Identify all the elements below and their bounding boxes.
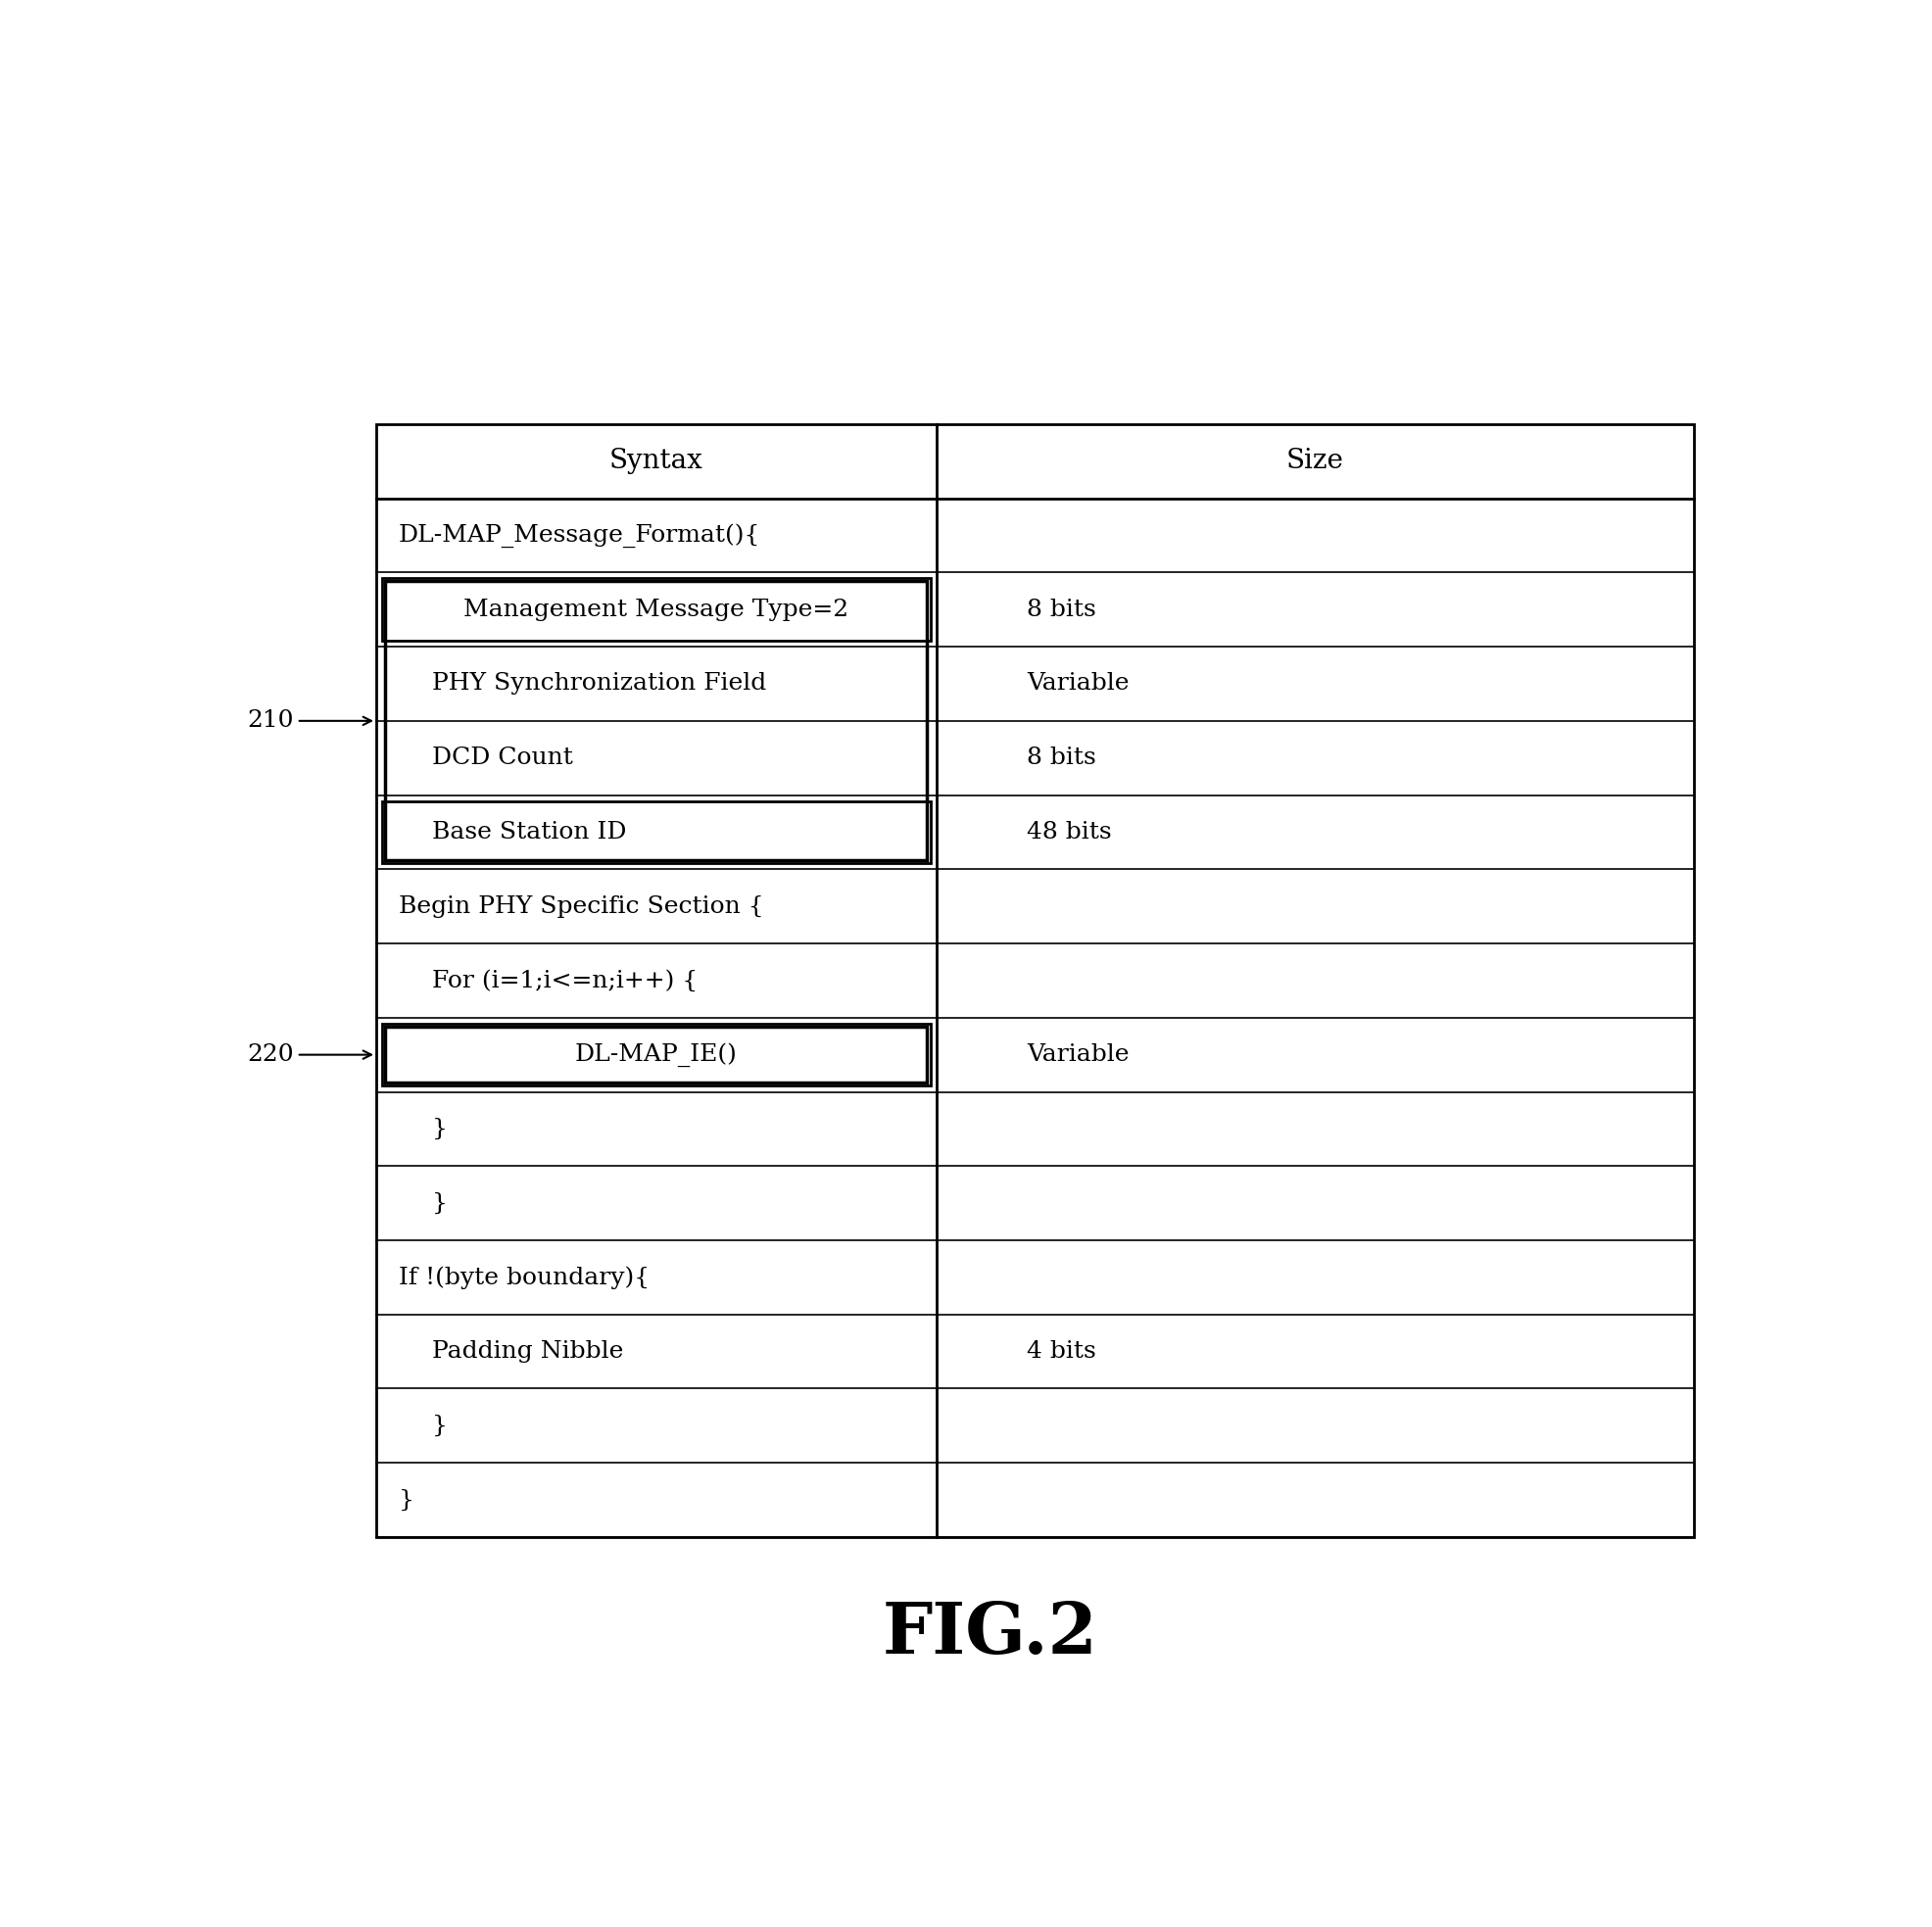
Text: Size: Size — [1287, 447, 1345, 474]
Text: }: } — [431, 1193, 448, 1214]
Text: 8 bits: 8 bits — [1028, 599, 1097, 620]
Text: 48 bits: 48 bits — [1028, 821, 1113, 844]
Text: 8 bits: 8 bits — [1028, 748, 1097, 769]
Text: Base Station ID: Base Station ID — [431, 821, 626, 844]
Bar — [383, 1023, 931, 1087]
Text: }: } — [431, 1118, 448, 1141]
Text: }: } — [431, 1414, 448, 1438]
Text: Padding Nibble: Padding Nibble — [431, 1341, 622, 1362]
Text: Management Message Type=2: Management Message Type=2 — [464, 599, 848, 620]
Bar — [377, 424, 1694, 1538]
Text: 220: 220 — [247, 1044, 371, 1066]
Text: 210: 210 — [247, 709, 371, 732]
Text: DL-MAP_Message_Format(){: DL-MAP_Message_Format(){ — [398, 524, 761, 547]
Text: FIG.2: FIG.2 — [883, 1599, 1097, 1669]
Text: If !(byte boundary){: If !(byte boundary){ — [398, 1266, 649, 1289]
Text: DCD Count: DCD Count — [431, 748, 572, 769]
Text: Variable: Variable — [1028, 1044, 1130, 1066]
Text: For (i=1;i<=n;i++) {: For (i=1;i<=n;i++) { — [431, 969, 697, 992]
Bar — [384, 1027, 927, 1083]
Text: 4 bits: 4 bits — [1028, 1341, 1097, 1362]
Text: Syntax: Syntax — [609, 447, 703, 474]
Bar — [384, 582, 927, 859]
Text: Begin PHY Specific Section {: Begin PHY Specific Section { — [398, 896, 763, 917]
Bar — [383, 802, 931, 863]
Bar — [383, 578, 931, 642]
Text: Variable: Variable — [1028, 673, 1130, 696]
Text: PHY Synchronization Field: PHY Synchronization Field — [431, 673, 765, 696]
Text: DL-MAP_IE(): DL-MAP_IE() — [576, 1043, 738, 1068]
Text: }: } — [398, 1490, 413, 1511]
